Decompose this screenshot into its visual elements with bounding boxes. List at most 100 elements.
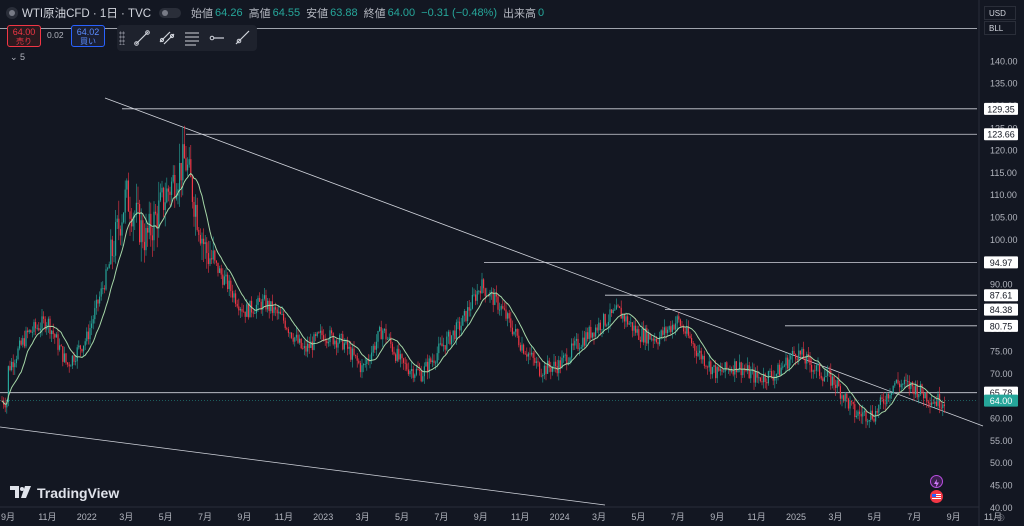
sell-button[interactable]: 64.00 売り [7,25,41,47]
candle-body [822,378,824,382]
candle-body [103,288,105,290]
ray-tool-icon[interactable] [231,28,253,48]
candle-body [179,162,181,190]
candle-body [479,290,481,294]
candle-body [742,369,744,376]
candle-body [883,399,885,404]
candle-body [686,326,688,334]
candle-body [788,359,790,369]
candle-body [350,346,352,360]
candle-body [335,340,337,348]
candle-body [551,366,553,372]
x-tick-label: 11月 [747,512,765,522]
candle-body [423,366,425,377]
candle-body [857,411,859,416]
candle-body [300,338,302,349]
axis-settings-icon[interactable]: ◎ [997,512,1005,522]
level-price-label-bg [984,289,1018,302]
trendline-tool-icon[interactable] [131,28,153,48]
close-value: 64.00 [387,7,416,19]
x-tick-label: 2022 [77,512,97,522]
candle-body [683,326,685,332]
candle-body [535,361,537,363]
candle-body [207,253,209,265]
candle-body [190,159,192,178]
currency-button[interactable]: USD [984,6,1016,20]
candle-body [583,337,585,346]
candle-body [844,393,846,402]
candle-body [257,297,259,305]
candle-body [785,357,787,366]
candle-body [817,363,819,366]
candle-body [574,340,576,346]
buy-button[interactable]: 64.02 買い [71,25,105,47]
x-tick-label: 5月 [159,512,173,522]
candle-body [555,361,557,367]
horizontal-ray-tool-icon[interactable] [206,28,228,48]
symbol-title[interactable]: WTI原油CFD · 1日 · TVC [22,8,152,20]
symbol-header: WTI原油CFD · 1日 · TVC 始値 64.26 高値 64.55 安値 63… [6,4,550,22]
candle-body [811,364,813,372]
candle-body [254,313,256,314]
candle-body [505,309,507,319]
level-price-label-bg [984,128,1018,141]
candle-body [28,330,30,333]
fib-retracement-tool-icon[interactable] [181,28,203,48]
candle-body [734,361,736,375]
buy-label: 買い [80,37,96,46]
candle-body [180,162,182,181]
candle-body [926,392,928,402]
candle-body [353,348,355,355]
candle-body [30,330,32,333]
candle-body [359,363,361,373]
candle-body [937,394,939,406]
candle-body [483,279,485,289]
candle-body [790,355,792,360]
candle-body [92,319,94,324]
candle-body [713,365,715,368]
market-status-icon[interactable] [159,8,182,18]
candle-body [726,362,728,369]
candle-body [543,365,545,375]
candle-body [697,352,699,356]
candle-body [465,310,467,322]
candle-body [451,335,453,345]
candle-body [787,357,789,369]
candle-body [100,288,102,297]
unit-button[interactable]: BLL [984,21,1016,35]
x-tick-label: 5月 [631,512,645,522]
candle-body [646,328,648,344]
candle-body [459,321,461,331]
candle-body [494,292,496,305]
candle-body [25,330,27,347]
candle-body [772,376,774,381]
candle-body [833,376,835,385]
candle-body [68,364,70,367]
candle-body [428,358,430,373]
us-flag-icon[interactable] [930,490,943,503]
lightning-icon[interactable] [930,475,943,488]
candle-body [331,330,333,334]
candle-body [511,327,513,335]
candle-body [54,334,56,338]
indicator-toggle[interactable]: ⌄ 5 [10,52,25,63]
candle-body [463,310,465,316]
candle-body [911,382,913,387]
candle-body [470,308,472,311]
candle-body [910,382,912,389]
candle-body [540,375,542,377]
candle-body [187,164,189,171]
toolbar-drag-handle-icon[interactable] [119,31,125,45]
candle-body [63,353,65,362]
candle-body [614,309,616,311]
candle-body [435,362,437,364]
candle-body [142,220,144,242]
candle-body [193,201,195,217]
candle-body [452,330,454,336]
spread-value: 0.02 [47,30,64,40]
level-price-label: 84.38 [990,305,1013,315]
sell-price: 64.00 [12,27,36,37]
candle-body [703,355,705,366]
parallel-channel-tool-icon[interactable] [156,28,178,48]
